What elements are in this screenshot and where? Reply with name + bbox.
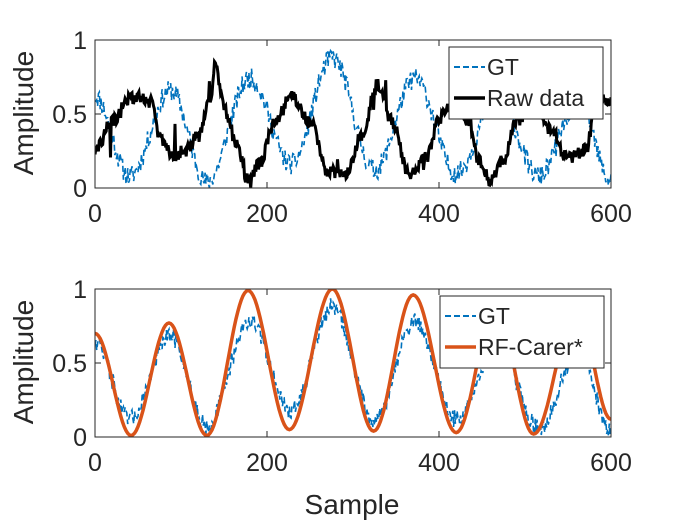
y-tick-label: 0 <box>73 175 87 203</box>
legend: GT RF-Carer* <box>439 295 605 369</box>
y-tick-label: 1 <box>73 27 87 55</box>
legend-box <box>439 295 605 369</box>
bottom-plot-xlabel: Sample <box>305 489 400 520</box>
legend-label: GT <box>478 303 510 329</box>
y-tick-label: 0.5 <box>52 101 87 129</box>
x-tick-label: 200 <box>246 449 288 477</box>
x-tick-label: 600 <box>590 200 632 228</box>
legend-label: GT <box>487 54 519 80</box>
x-tick-label: 400 <box>418 200 460 228</box>
x-tick-label: 600 <box>590 449 632 477</box>
legend-box <box>448 46 604 120</box>
x-tick-label: 400 <box>418 449 460 477</box>
bottom-plot-ylabel: Amplitude <box>8 300 39 425</box>
top-plot-ylabel: Amplitude <box>8 51 39 176</box>
y-tick-label: 0 <box>73 424 87 452</box>
bottom-plot: Amplitude Sample 0 200 400 600 0 0.5 1 GT RF-Car… <box>8 276 632 520</box>
legend-label: RF-Carer* <box>478 334 583 360</box>
series-line-gt <box>95 48 611 188</box>
x-tick-label: 0 <box>88 200 102 228</box>
y-tick-label: 0.5 <box>52 350 87 378</box>
y-tick-label: 1 <box>73 276 87 304</box>
legend-label: Raw data <box>487 85 584 111</box>
top-plot: Amplitude 0 200 400 600 0 0.5 1 GT Raw data <box>8 27 632 228</box>
legend: GT Raw data <box>448 46 604 120</box>
x-tick-label: 200 <box>246 200 288 228</box>
series-line-rf-carer- <box>95 289 611 437</box>
x-tick-label: 0 <box>88 449 102 477</box>
